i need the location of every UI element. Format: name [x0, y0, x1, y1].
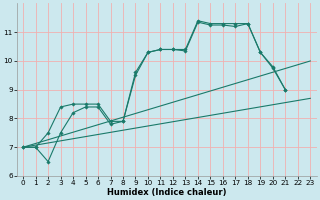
X-axis label: Humidex (Indice chaleur): Humidex (Indice chaleur) — [107, 188, 227, 197]
